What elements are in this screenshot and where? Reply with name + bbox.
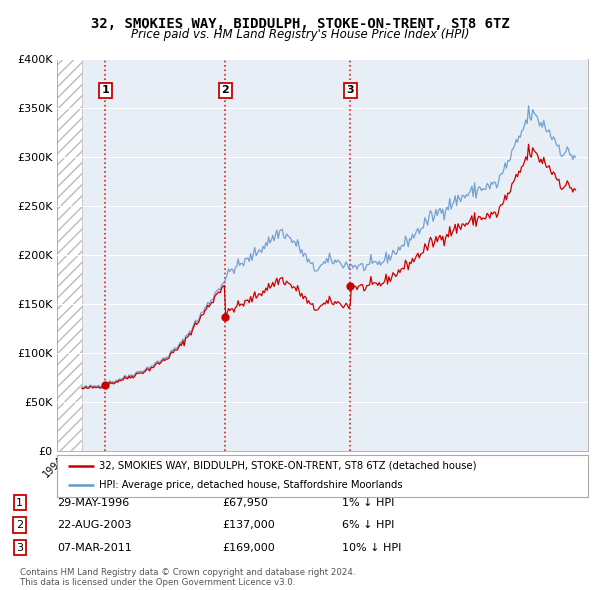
Text: 1: 1 <box>101 86 109 96</box>
Text: 1% ↓ HPI: 1% ↓ HPI <box>342 498 394 507</box>
Text: 1: 1 <box>16 498 23 507</box>
Text: £67,950: £67,950 <box>222 498 268 507</box>
Text: 10% ↓ HPI: 10% ↓ HPI <box>342 543 401 552</box>
Text: 3: 3 <box>16 543 23 552</box>
Text: £169,000: £169,000 <box>222 543 275 552</box>
Text: Contains HM Land Registry data © Crown copyright and database right 2024.: Contains HM Land Registry data © Crown c… <box>20 568 355 577</box>
Text: HPI: Average price, detached house, Staffordshire Moorlands: HPI: Average price, detached house, Staf… <box>100 480 403 490</box>
Text: 3: 3 <box>347 86 354 96</box>
Text: 07-MAR-2011: 07-MAR-2011 <box>57 543 132 552</box>
Text: Price paid vs. HM Land Registry's House Price Index (HPI): Price paid vs. HM Land Registry's House … <box>131 28 469 41</box>
Text: 32, SMOKIES WAY, BIDDULPH, STOKE-ON-TRENT, ST8 6TZ: 32, SMOKIES WAY, BIDDULPH, STOKE-ON-TREN… <box>91 17 509 31</box>
Text: 2: 2 <box>16 520 23 530</box>
Text: 6% ↓ HPI: 6% ↓ HPI <box>342 520 394 530</box>
Text: 2: 2 <box>221 86 229 96</box>
Text: £137,000: £137,000 <box>222 520 275 530</box>
Text: 32, SMOKIES WAY, BIDDULPH, STOKE-ON-TRENT, ST8 6TZ (detached house): 32, SMOKIES WAY, BIDDULPH, STOKE-ON-TREN… <box>100 461 477 471</box>
Text: This data is licensed under the Open Government Licence v3.0.: This data is licensed under the Open Gov… <box>20 578 295 587</box>
Text: 22-AUG-2003: 22-AUG-2003 <box>57 520 131 530</box>
Text: 29-MAY-1996: 29-MAY-1996 <box>57 498 129 507</box>
